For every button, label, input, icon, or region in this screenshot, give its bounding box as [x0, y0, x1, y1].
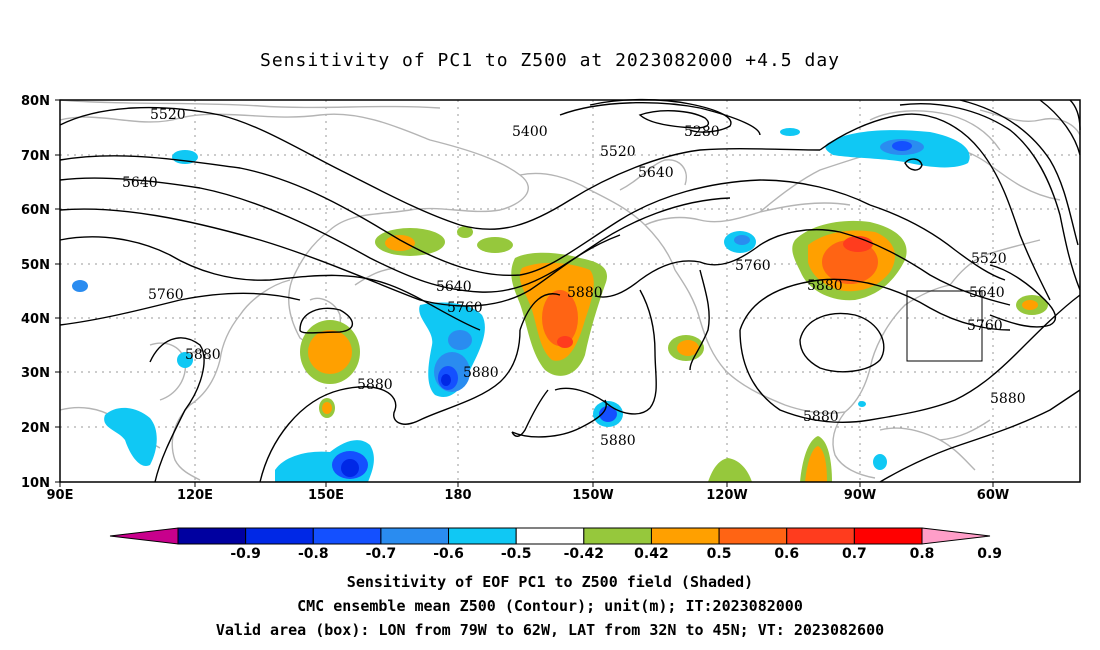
colorbar-label: -0.42	[564, 546, 604, 562]
lon-label: 150E	[308, 488, 344, 503]
contour-label: 5880	[357, 377, 393, 393]
colorbar-segment	[650, 527, 720, 545]
lat-label: 30N	[21, 366, 50, 381]
contour-label: 5760	[735, 258, 771, 274]
axis-ticks	[55, 99, 994, 487]
colorbar-left-arrow	[109, 527, 179, 545]
colorbar-labels: -0.9 -0.8 -0.7 -0.6 -0.5 -0.42 0.42 0.5 0.6 0.7 0.…	[230, 546, 1002, 562]
lat-label: 20N	[21, 421, 50, 436]
lat-label: 40N	[21, 312, 50, 327]
contour-label: 5880	[807, 278, 843, 294]
colorbar-label: -0.8	[298, 546, 329, 562]
colorbar-segment	[786, 527, 855, 545]
coastlines	[59, 99, 1081, 481]
colorbar-right-arrow	[921, 527, 991, 545]
plot-border	[59, 99, 1081, 483]
colorbar-label: 0.7	[842, 546, 867, 562]
colorbar-segment	[853, 527, 923, 545]
shaded-sensitivity	[72, 128, 1048, 482]
colorbar-segment	[515, 527, 585, 545]
contour-label: 5880	[600, 433, 636, 449]
contour-labels: 5520 5400 5280 5520 5640 5640 5760 5640 …	[122, 107, 1026, 449]
colorbar	[109, 527, 991, 545]
caption-line-2: CMC ensemble mean Z500 (Contour); unit(m…	[297, 597, 803, 615]
colorbar-label: 0.5	[707, 546, 732, 562]
contour-label: 5760	[967, 318, 1003, 334]
lat-label: 10N	[21, 476, 50, 491]
contour-label: 5880	[803, 409, 839, 425]
lat-label: 80N	[21, 94, 50, 109]
contour-label: 5760	[148, 287, 184, 303]
lon-label: 120W	[706, 488, 747, 503]
contour-label: 5280	[684, 124, 720, 140]
contour-label: 5640	[436, 279, 472, 295]
caption-line-1: Sensitivity of EOF PC1 to Z500 field (Sh…	[346, 573, 754, 591]
contour-label: 5520	[600, 144, 636, 160]
lon-label: 90E	[47, 488, 74, 503]
colorbar-segment	[583, 527, 652, 545]
lon-label: 90W	[844, 488, 876, 503]
colorbar-label: 0.42	[634, 546, 669, 562]
colorbar-label: -0.7	[366, 546, 397, 562]
latitude-labels: 80N 70N 60N 50N 40N 30N 20N 10N	[21, 94, 50, 491]
contour-label: 5640	[122, 175, 158, 191]
contour-label: 5400	[512, 124, 548, 140]
lat-label: 60N	[21, 203, 50, 218]
colorbar-segment	[312, 527, 382, 545]
lat-label: 70N	[21, 149, 50, 164]
contour-label: 5760	[447, 300, 483, 316]
colorbar-label: 0.9	[977, 546, 1002, 562]
colorbar-label: -0.9	[230, 546, 261, 562]
contour-label: 5640	[638, 165, 674, 181]
z500-contours	[59, 98, 1081, 483]
contour-label: 5520	[150, 107, 186, 123]
lon-label: 60W	[977, 488, 1009, 503]
contour-label: 5880	[990, 391, 1026, 407]
colorbar-segment	[380, 527, 450, 545]
contour-label: 5880	[567, 285, 603, 301]
valid-area-box	[906, 290, 983, 362]
contour-label: 5640	[969, 285, 1005, 301]
contour-label: 5880	[185, 347, 221, 363]
longitude-labels: 90E 120E 150E 180 150W 120W 90W 60W	[47, 488, 1010, 503]
contour-label: 5520	[971, 251, 1007, 267]
caption-line-3: Valid area (box): LON from 79W to 62W, L…	[215, 621, 885, 639]
colorbar-label: -0.6	[433, 546, 464, 562]
map-title: Sensitivity of PC1 to Z500 at 2023082000…	[259, 50, 840, 71]
lat-label: 50N	[21, 258, 50, 273]
contour-label: 5880	[463, 365, 499, 381]
lon-label: 150W	[572, 488, 613, 503]
colorbar-label: 0.8	[910, 546, 935, 562]
colorbar-segment	[245, 527, 314, 545]
colorbar-label: 0.6	[774, 546, 799, 562]
colorbar-segment	[448, 527, 517, 545]
lon-label: 120E	[177, 488, 213, 503]
colorbar-segment	[177, 527, 247, 545]
gridlines	[60, 100, 1080, 482]
colorbar-label: -0.5	[501, 546, 532, 562]
lon-label: 180	[444, 488, 471, 503]
colorbar-segment	[718, 527, 788, 545]
